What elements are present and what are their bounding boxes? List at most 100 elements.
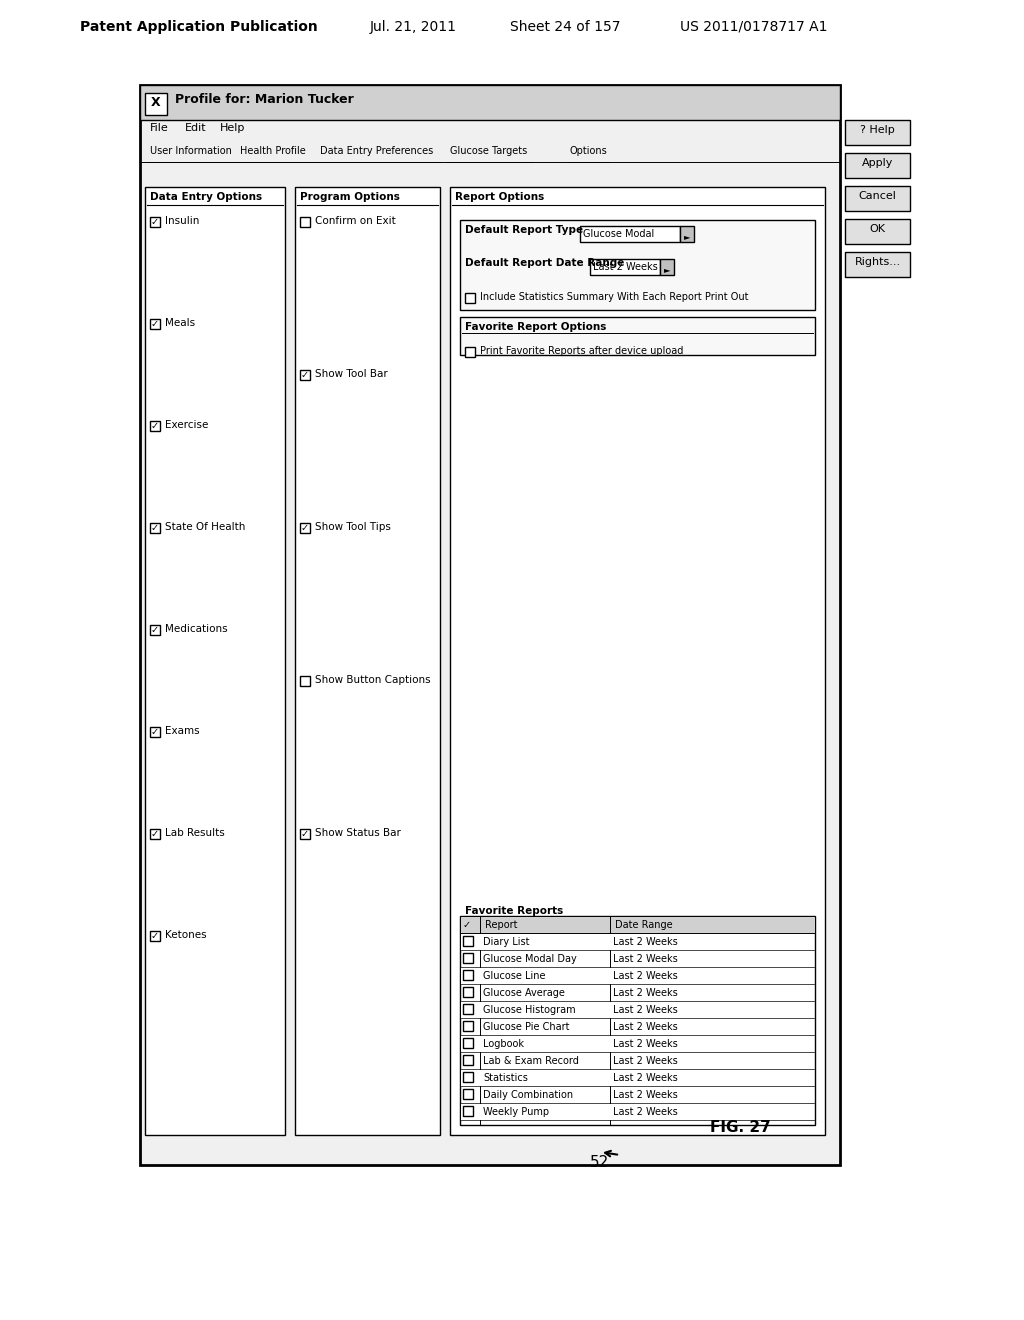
Bar [463,1020,473,1031]
Bar [463,936,473,946]
Bar [463,1089,473,1100]
Text: ✓: ✓ [301,829,309,840]
Text: Profile for: Marion Tucker: Profile for: Marion Tucker [175,92,353,106]
Text: ►: ► [664,265,671,275]
Bar [150,829,160,840]
Bar [680,226,694,242]
Text: Weekly Pump: Weekly Pump [483,1107,549,1117]
Text: Insulin: Insulin [165,216,200,226]
Text: Last 2 Weeks: Last 2 Weeks [613,1107,678,1117]
Text: Glucose Modal Day: Glucose Modal Day [483,954,577,964]
Text: Medications: Medications [165,624,227,634]
Text: Health Profile: Health Profile [240,147,306,156]
Bar [845,120,910,145]
Bar [460,317,815,355]
Bar [845,252,910,277]
Bar [150,319,160,329]
Bar [463,1106,473,1115]
Text: OK: OK [869,224,886,234]
Text: Glucose Average: Glucose Average [483,987,565,998]
Text: Glucose Pie Chart: Glucose Pie Chart [483,1022,569,1032]
Text: Last 2 Weeks: Last 2 Weeks [613,1022,678,1032]
Bar [463,1005,473,1014]
Text: Lab Results: Lab Results [165,828,224,838]
Text: Last 2 Weeks: Last 2 Weeks [613,954,678,964]
Text: ✓: ✓ [151,931,159,941]
Text: Exercise: Exercise [165,420,208,430]
Text: Exams: Exams [165,726,200,737]
Text: Show Button Captions: Show Button Captions [315,675,431,685]
Text: Confirm on Exit: Confirm on Exit [315,216,395,226]
Text: Last 2 Weeks: Last 2 Weeks [613,1056,678,1067]
Text: Options: Options [570,147,608,156]
Text: Last 2 Weeks: Last 2 Weeks [613,972,678,981]
Text: Last 2 Weeks: Last 2 Weeks [613,937,678,946]
Text: ►: ► [684,232,690,242]
Text: Show Tool Tips: Show Tool Tips [315,521,391,532]
Bar [463,953,473,964]
Bar [845,219,910,244]
Bar [463,970,473,979]
Bar [140,84,840,120]
Bar [300,676,310,686]
Bar [295,187,440,1135]
Bar [150,421,160,432]
Bar [300,829,310,840]
Bar [300,370,310,380]
Text: Date Range: Date Range [615,920,673,931]
Bar [465,347,475,356]
Text: Logbook: Logbook [483,1039,524,1049]
Text: Sheet 24 of 157: Sheet 24 of 157 [510,20,621,34]
Text: Show Tool Bar: Show Tool Bar [315,370,388,379]
Text: Data Entry Preferences: Data Entry Preferences [319,147,433,156]
Bar [845,153,910,178]
Text: Show Status Bar: Show Status Bar [315,828,400,838]
Text: Favorite Reports: Favorite Reports [465,906,563,916]
Text: US 2011/0178717 A1: US 2011/0178717 A1 [680,20,827,34]
Text: Daily Combination: Daily Combination [483,1090,573,1100]
Bar [461,1071,814,1086]
Bar [150,727,160,737]
Bar [461,1104,814,1119]
Text: Report: Report [485,920,517,931]
Bar [300,216,310,227]
Bar [463,987,473,997]
Bar [461,1002,814,1018]
Bar [460,916,815,1125]
Text: Apply: Apply [862,158,893,168]
Bar [465,293,475,304]
Text: Rights...: Rights... [854,257,900,267]
Bar [463,1072,473,1082]
Text: Data Entry Options: Data Entry Options [150,191,262,202]
Text: User Information: User Information [150,147,231,156]
Text: Diary List: Diary List [483,937,529,946]
Text: Last 2 Weeks: Last 2 Weeks [613,987,678,998]
Text: File: File [150,123,169,133]
Bar [461,968,814,983]
Text: Last 2 Weeks: Last 2 Weeks [613,1073,678,1082]
Bar [150,931,160,941]
Text: Include Statistics Summary With Each Report Print Out: Include Statistics Summary With Each Rep… [480,292,749,302]
Text: ? Help: ? Help [860,125,895,135]
Bar [460,220,815,310]
Text: Program Options: Program Options [300,191,400,202]
Text: Print Favorite Reports after device upload: Print Favorite Reports after device uplo… [480,346,683,356]
Bar [450,187,825,1135]
Bar [150,523,160,533]
Text: State Of Health: State Of Health [165,521,246,532]
Text: Default Report Date Range: Default Report Date Range [465,257,625,268]
Text: Patent Application Publication: Patent Application Publication [80,20,317,34]
Bar [590,259,660,275]
Text: ✓: ✓ [151,216,159,227]
Text: Meals: Meals [165,318,196,327]
Text: ✓: ✓ [151,727,159,737]
Text: ✓: ✓ [151,829,159,840]
Bar [145,92,167,115]
Text: Jul. 21, 2011: Jul. 21, 2011 [370,20,457,34]
Text: Glucose Targets: Glucose Targets [450,147,527,156]
Bar [140,84,840,1166]
Text: Glucose Line: Glucose Line [483,972,546,981]
Text: Favorite Report Options: Favorite Report Options [465,322,606,333]
Text: ✓: ✓ [151,319,159,329]
Text: Last 2 Weeks: Last 2 Weeks [593,261,657,272]
